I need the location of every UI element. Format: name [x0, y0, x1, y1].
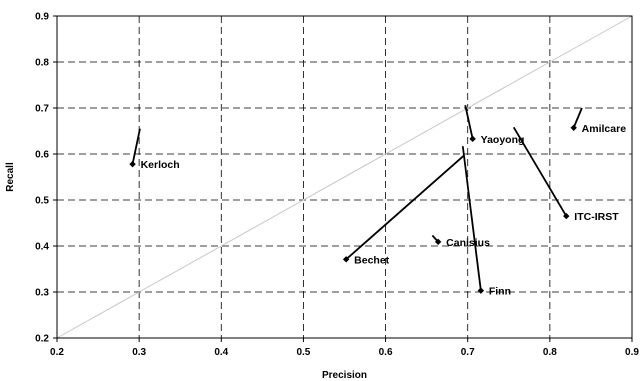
- x-tick-label: 0.9: [625, 347, 639, 358]
- y-tick-label: 0.8: [35, 58, 49, 69]
- x-tick-label: 0.7: [461, 347, 475, 358]
- y-tick-label: 0.3: [35, 288, 49, 299]
- x-tick-label: 0.4: [214, 347, 228, 358]
- point-label: Finn: [489, 286, 511, 298]
- x-tick-label: 0.5: [296, 347, 310, 358]
- x-axis-ticks: 0.2 0.3 0.4 0.5 0.6 0.7 0.8 0.9: [50, 338, 639, 358]
- y-tick-label: 0.5: [35, 196, 49, 207]
- data-point: [129, 160, 136, 168]
- data-point: [434, 238, 442, 246]
- point-label: ITC-IRST: [574, 211, 619, 223]
- x-tick-label: 0.3: [132, 347, 146, 358]
- y-tick-label: 0.6: [35, 150, 49, 161]
- series-line: [461, 146, 482, 291]
- data-point: [342, 256, 350, 263]
- x-tick-label: 0.8: [543, 347, 557, 358]
- point-label: Bechet: [354, 254, 390, 266]
- series-line: [345, 155, 465, 261]
- x-tick-label: 0.2: [50, 347, 64, 358]
- y-tick-label: 0.2: [35, 334, 49, 345]
- data-point: [570, 124, 577, 131]
- y-axis-label: Recall: [5, 162, 16, 192]
- series-line: [131, 128, 141, 165]
- data-point: [469, 135, 476, 143]
- y-tick-label: 0.7: [35, 104, 49, 115]
- data-point: [477, 287, 485, 294]
- point-label: Amilcare: [582, 123, 627, 135]
- plot-border: [56, 15, 633, 339]
- series-line: [572, 107, 583, 129]
- gridlines: [57, 16, 632, 338]
- diagonal-line: [56, 15, 633, 339]
- data-point: [563, 212, 570, 220]
- point-label: Kerloch: [141, 159, 180, 171]
- series-line: [512, 126, 568, 217]
- y-tick-label: 0.4: [35, 242, 49, 253]
- data-marks: Kerloch Bechet Canisius Finn Yaoyong ITC-IRST…: [129, 105, 627, 298]
- x-axis-label: Precision: [322, 370, 367, 381]
- y-axis-ticks: 0.2 0.3 0.4 0.5 0.6 0.7 0.8 0.9: [35, 12, 57, 345]
- x-tick-label: 0.6: [379, 347, 393, 358]
- series-line: [464, 105, 474, 140]
- point-label: Canisius: [446, 237, 490, 249]
- y-tick-label: 0.9: [35, 12, 49, 23]
- point-label: Yaoyong: [481, 134, 525, 146]
